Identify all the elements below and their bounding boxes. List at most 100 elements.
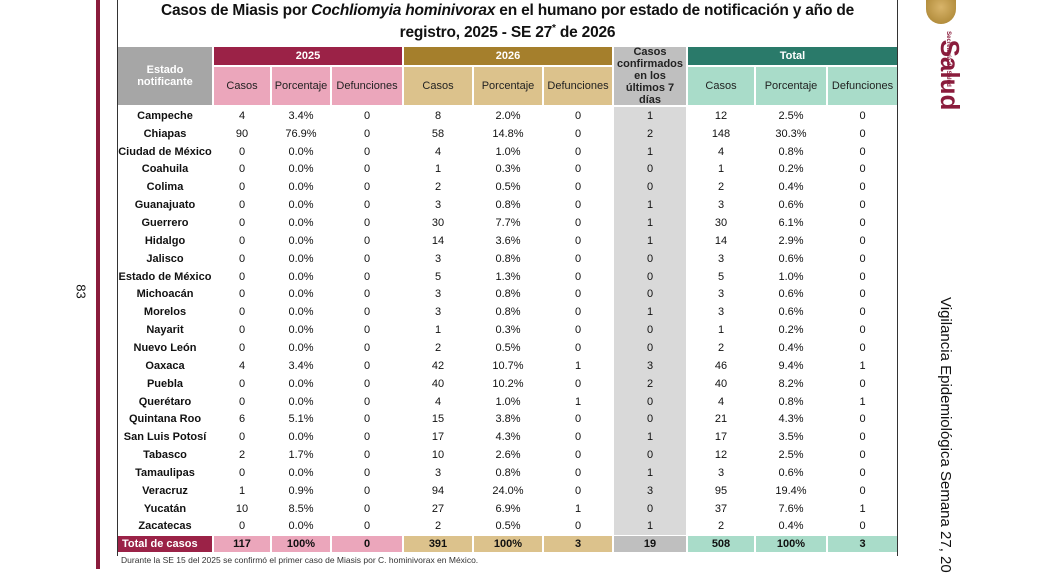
data-cell: 0 [363, 199, 371, 212]
data-cell: 1 [717, 324, 725, 337]
data-cell: 1 [646, 466, 654, 479]
data-cell: 0 [238, 181, 246, 194]
data-cell: 0 [363, 395, 371, 408]
data-cell: 0.8% [495, 306, 521, 319]
data-cell: 1 [717, 163, 725, 176]
data-cell: 2 [434, 520, 442, 533]
data-cell: 0.5% [495, 181, 521, 194]
data-cell: 0.9% [288, 484, 314, 497]
data-cell: 1 [646, 306, 654, 319]
state-name: San Luis Potosí [123, 431, 207, 444]
data-cell: 0 [363, 109, 371, 122]
data-cell: 0.8% [495, 288, 521, 301]
data-cell: 0 [238, 324, 246, 337]
data-cell: 7.7% [495, 217, 521, 230]
data-cell: 0 [238, 199, 246, 212]
data-cell: 0 [363, 377, 371, 390]
data-cell: 14.8% [492, 127, 524, 140]
data-cell: 0 [859, 431, 866, 444]
data-cell: 3 [434, 199, 442, 212]
data-cell: 0 [238, 431, 246, 444]
data-cell: 2.5% [778, 449, 804, 462]
data-cell: 1 [646, 234, 654, 247]
data-cell: 0 [238, 145, 246, 158]
data-cell: 0 [363, 127, 371, 140]
data-cell: 0 [363, 431, 371, 444]
data-cell: 0 [859, 109, 866, 122]
data-cell: 2 [434, 341, 442, 354]
data-cell: 0.0% [288, 377, 314, 390]
state-name: Puebla [146, 377, 184, 390]
group-header: 2026 [404, 47, 612, 65]
data-cell: 4 [434, 395, 442, 408]
data-cell: 0 [859, 341, 866, 354]
data-cell: 0 [363, 145, 371, 158]
state-name: Ciudad de México [118, 145, 212, 158]
data-cell: 2 [434, 181, 442, 194]
data-cell: 5 [717, 270, 725, 283]
data-cell: 0 [646, 341, 654, 354]
data-cell: 0 [363, 466, 371, 479]
data-cell: 8.2% [778, 377, 804, 390]
data-cell: 3 [646, 484, 654, 497]
data-cell: 19.4% [775, 484, 807, 497]
data-cell: 0 [574, 466, 582, 479]
data-cell: 0 [363, 449, 371, 462]
data-cell: 0 [363, 341, 371, 354]
data-cell: 0.8% [778, 145, 804, 158]
title-text: de 2026 [555, 24, 616, 41]
data-cell: 0.4% [778, 181, 804, 194]
data-cell: 0 [859, 252, 866, 265]
data-cell: 2 [717, 520, 725, 533]
data-cell: 0 [363, 163, 371, 176]
sub-header: Porcentaje [756, 67, 826, 105]
data-cell: 4 [238, 109, 246, 122]
total-cell: 0 [332, 536, 402, 553]
data-cell: 0.2% [778, 163, 804, 176]
data-cell: 0 [238, 377, 246, 390]
data-cell: 0 [363, 502, 371, 515]
data-cell: 0.0% [288, 395, 314, 408]
data-cell: 0 [238, 395, 246, 408]
data-cell: 0.0% [288, 341, 314, 354]
state-name: Guerrero [141, 217, 189, 230]
data-cell: 0.0% [288, 234, 314, 247]
data-cell: 0 [363, 181, 371, 194]
data-cell: 0 [363, 306, 371, 319]
data-cell: 0 [574, 199, 582, 212]
data-cell: 94 [431, 484, 445, 497]
data-cell: 1 [238, 484, 246, 497]
data-cell: 0 [363, 324, 371, 337]
data-cell: 0 [859, 449, 866, 462]
state-name: Veracruz [142, 484, 188, 497]
total-cell: 391 [404, 536, 472, 553]
footnote: Durante la SE 15 del 2025 se confirmó el… [121, 555, 479, 565]
data-cell: 0 [646, 163, 654, 176]
data-cell: 0.0% [288, 324, 314, 337]
data-cell: 10.7% [492, 359, 524, 372]
data-cell: 148 [711, 127, 731, 140]
data-cell: 0 [859, 484, 866, 497]
data-cell: 2 [717, 341, 725, 354]
data-cell: 0.5% [495, 520, 521, 533]
data-cell: 0 [859, 377, 866, 390]
data-cell: 30.3% [775, 127, 807, 140]
data-cell: 0.8% [495, 199, 521, 212]
data-cell: 0 [238, 288, 246, 301]
title-sup: * [552, 22, 556, 34]
total-cell: 19 [614, 536, 686, 553]
data-cell: 1 [434, 324, 442, 337]
data-cell: 27 [431, 502, 445, 515]
data-cell: 12 [714, 109, 728, 122]
data-cell: 0.0% [288, 270, 314, 283]
title-italic: Cochliomyia hominivorax [311, 2, 496, 19]
sub-header: Defunciones [332, 67, 402, 105]
data-cell: 0 [574, 449, 582, 462]
data-cell: 2.5% [778, 109, 804, 122]
data-cell: 0.5% [495, 341, 521, 354]
data-cell: 0.0% [288, 252, 314, 265]
data-cell: 1 [646, 520, 654, 533]
data-cell: 0 [574, 234, 582, 247]
state-name: Yucatán [143, 502, 187, 515]
data-cell: 0.0% [288, 288, 314, 301]
